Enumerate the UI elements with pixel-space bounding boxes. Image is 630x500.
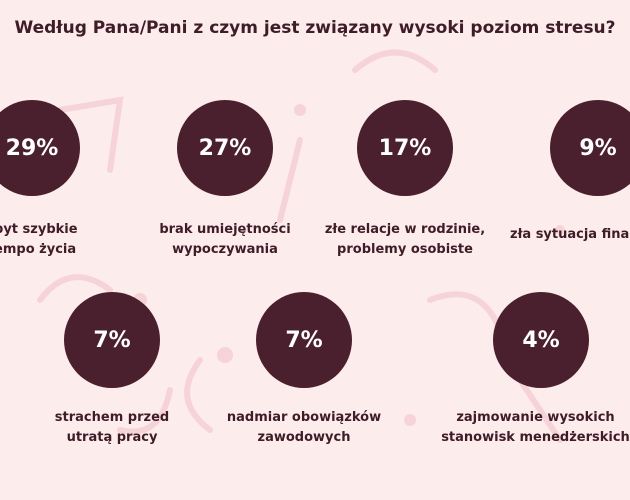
value-circle: 4% (493, 292, 589, 388)
value-circle: 29% (0, 100, 80, 196)
category-label: zbyt szybkie tempo życia (0, 222, 78, 257)
category-label: nadmiar obowiązków zawodowych (226, 410, 382, 445)
value-circle: 7% (256, 292, 352, 388)
value-circle: 27% (177, 100, 273, 196)
value-circle: 9% (550, 100, 630, 196)
category-label: złe relacje w rodzinie, problemy osobist… (324, 222, 486, 257)
value-label: 7% (285, 327, 323, 353)
value-circle: 7% (64, 292, 160, 388)
category-label: zajmowanie wysokich stanowisk menedżersk… (441, 410, 630, 445)
value-label: 17% (378, 135, 432, 161)
category-label: zła sytuacja finansowa (510, 227, 630, 242)
value-label: 4% (522, 327, 560, 353)
value-label: 27% (198, 135, 252, 161)
category-label: strachem przed utratą pracy (54, 410, 170, 445)
category-label: brak umiejętności wypoczywania (159, 222, 291, 257)
value-circle: 17% (357, 100, 453, 196)
value-label: 29% (5, 135, 59, 161)
value-label: 7% (93, 327, 131, 353)
chart-title: Według Pana/Pani z czym jest związany wy… (14, 18, 616, 38)
value-label: 9% (579, 135, 617, 161)
